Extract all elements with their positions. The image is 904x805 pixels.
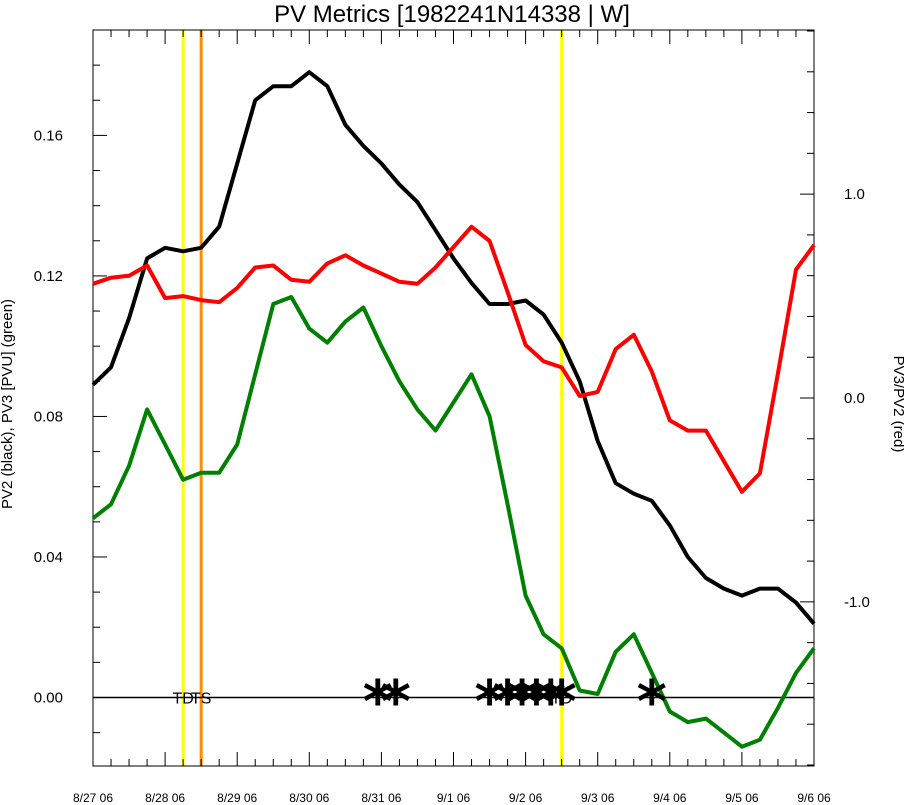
y-axis-label-right: PV3/PV2 (red) xyxy=(890,356,904,453)
asterisk-marker-6: * xyxy=(536,667,566,735)
series-line-pv2 xyxy=(91,70,816,625)
x-tick-label: 9/5 06 xyxy=(725,791,759,805)
y-left-tick-label: 0.08 xyxy=(34,408,63,425)
x-tick-label: 8/30 06 xyxy=(289,791,329,805)
stage-annotation-2: TD xyxy=(551,690,572,707)
y-left-tick-label: 0.04 xyxy=(34,549,63,566)
y-left-tick-label: 0.16 xyxy=(34,127,63,144)
y-right-tick-label: 0.0 xyxy=(844,390,865,407)
series-line-pv3-pv2 xyxy=(92,224,816,494)
y-right-tick-label: -1.0 xyxy=(844,594,870,611)
y-left-tick-label: 0.00 xyxy=(34,689,63,706)
asterisk-marker-0: * xyxy=(363,667,393,735)
asterisk-marker-7: * xyxy=(546,667,576,735)
asterisk-marker-5: * xyxy=(521,667,551,735)
asterisk-marker-8: * xyxy=(637,667,667,735)
y-right-tick-label: 1.0 xyxy=(844,186,865,203)
y-axis-label-left: PV2 (black), PV3 [PVU] (green) xyxy=(0,299,16,509)
y-left-tick-label: 0.12 xyxy=(34,268,63,285)
x-tick-label: 9/6 06 xyxy=(797,791,831,805)
x-tick-label: 8/27 06 xyxy=(73,791,113,805)
x-tick-label: 8/31 06 xyxy=(361,791,401,805)
asterisk-marker-3: * xyxy=(492,667,522,735)
asterisk-marker-1: * xyxy=(381,667,411,735)
x-tick-label: 8/29 06 xyxy=(217,791,257,805)
x-tick-label: 8/28 06 xyxy=(145,791,185,805)
stage-annotation-0: TD xyxy=(172,690,193,707)
chart-title: PV Metrics [1982241N14338 | W] xyxy=(274,1,630,28)
asterisk-marker-2: * xyxy=(474,667,504,735)
stage-annotation-1: TS xyxy=(191,690,211,707)
x-tick-label: 9/4 06 xyxy=(653,791,687,805)
plot-area: 8/27 06 8/28 06 8/29 06 8/30 06 8/31 06 9/1 0… xyxy=(34,29,870,805)
series-line-pv3 xyxy=(91,295,816,749)
x-tick-label: 9/3 06 xyxy=(581,791,615,805)
asterisk-marker-4: * xyxy=(507,667,537,735)
x-tick-label: 9/2 06 xyxy=(509,791,543,805)
x-tick-label: 9/1 06 xyxy=(437,791,471,805)
